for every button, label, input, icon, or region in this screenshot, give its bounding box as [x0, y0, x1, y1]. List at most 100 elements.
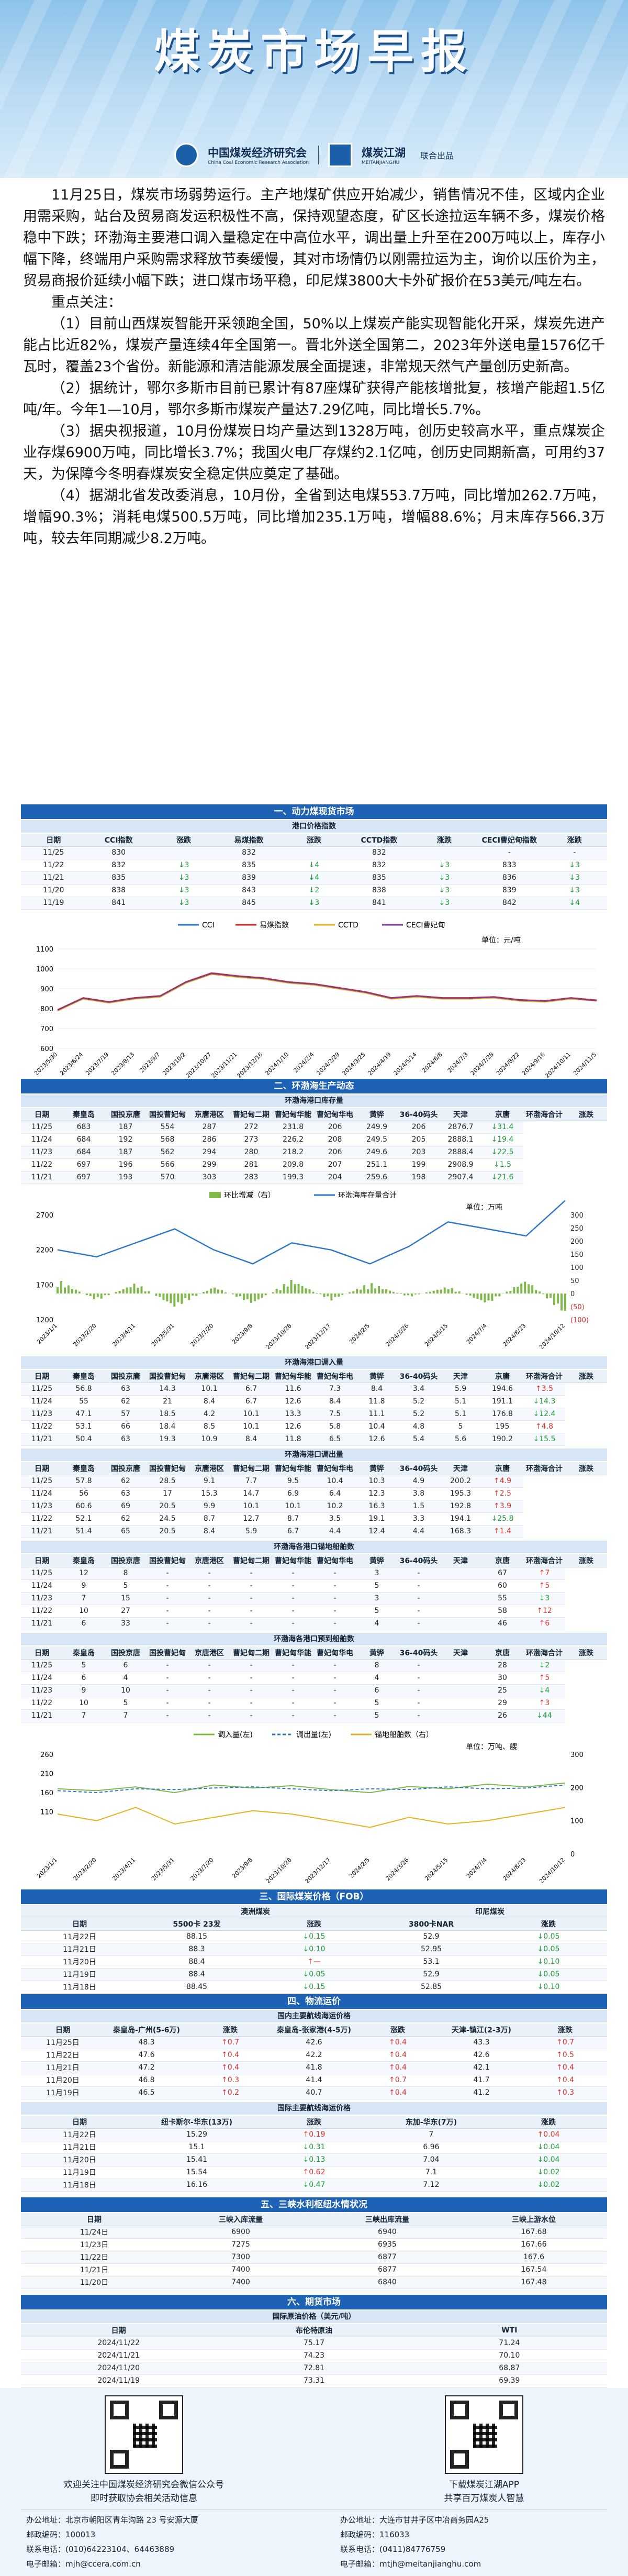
row-date: 11/21 — [21, 871, 86, 885]
table-row: 11/23 47.1 57 18.5 4.2 10.1 13.3 7.5 11.1 5.2 5.1 1… — [21, 1408, 607, 1421]
table-cell: 835 — [346, 871, 412, 885]
table-cell: 7 — [63, 1709, 105, 1722]
y-tick-label: 1100 — [36, 946, 53, 954]
x-tick-label: 2024/8/22 — [495, 1051, 521, 1077]
table-cell: - — [147, 1659, 188, 1672]
table-cell: - — [272, 1697, 314, 1710]
table-cell: 4.4 — [398, 1525, 440, 1538]
table-cell: - — [272, 1672, 314, 1685]
table-cell: - — [230, 1567, 272, 1580]
change-bar — [181, 1293, 183, 1304]
wechat-qr-code-icon[interactable] — [105, 2395, 183, 2474]
table-cell: - — [542, 846, 607, 859]
column-header: 涨跌 — [255, 2116, 373, 2129]
table-cell: 10.2 — [314, 1500, 356, 1513]
mtjh-email[interactable]: 电子邮箱：mtjh@meitanjianghu.com — [340, 2559, 481, 2569]
change-bar — [225, 1292, 227, 1293]
table-cell: 47.6 — [105, 2049, 188, 2062]
change-bar — [520, 1283, 523, 1293]
change-bar — [137, 1288, 139, 1293]
table-cell: - — [272, 1592, 314, 1605]
table-cell: - — [398, 1592, 440, 1605]
table-cell: 10.1 — [230, 1500, 272, 1513]
table-row: 11月22日 88.15 ↓0.15 52.9 ↓0.05 — [21, 1930, 607, 1943]
table-cell: ↑— — [255, 1955, 373, 1969]
table-cell: 176.8 — [481, 1408, 523, 1421]
table-row: 11/22 832 ↓3 835 ↓4 832 ↓3 833 ↓3 — [21, 859, 607, 872]
table-group-header: 澳洲煤炭 印尼煤炭 — [21, 1905, 607, 1918]
table-cell: ↓0.15 — [255, 1981, 373, 1994]
table-cell: 20.5 — [147, 1525, 188, 1538]
table-cell: 9.9 — [188, 1500, 230, 1513]
row-date: 11/25 — [21, 1567, 63, 1580]
y2-tick-label: 150 — [570, 1251, 584, 1259]
table-cell: 249.5 — [356, 1133, 398, 1146]
table-cell: 43.3 — [440, 2036, 523, 2049]
table-cell: 6940 — [314, 2226, 461, 2239]
change-bar — [371, 1283, 373, 1293]
change-bar — [363, 1285, 366, 1293]
table-cell: 287 — [188, 1121, 230, 1134]
row-date: 11/21 — [21, 1709, 63, 1722]
column-header: 日期 — [21, 834, 86, 847]
column-header: 日期 — [21, 1646, 63, 1660]
table-row: 11/22 10 5- - - - -5-29 ↑3 — [21, 1697, 607, 1710]
table-cell: - — [272, 1709, 314, 1722]
table-cell: - — [398, 1605, 440, 1618]
y-tick-label: 800 — [40, 1005, 53, 1013]
table-cell: 73.31 — [216, 2374, 412, 2387]
table-cell: 6877 — [314, 2263, 461, 2276]
x-tick-label: 2024/11/5 — [572, 1051, 598, 1077]
table-cell: 4.8 — [398, 1420, 440, 1433]
table-cell: ↓0.15 — [255, 1930, 373, 1943]
table-row: 11/24 6 4- - - - -4-30 ↑5 — [21, 1672, 607, 1685]
table-header-row: 日期 秦皇岛 国投京唐 国投曹妃甸 京唐港区 曹妃甸二期 曹妃甸华能 曹妃甸华电 黄骅 36-40… — [21, 1108, 607, 1121]
table-cell: 15 — [105, 1592, 147, 1605]
table-cell: ↓0.05 — [490, 1930, 607, 1943]
change-bar — [184, 1293, 187, 1298]
change-bar — [498, 1293, 501, 1297]
table-cell: 249.6 — [356, 1146, 398, 1159]
table-cell: 3.4 — [398, 1383, 440, 1396]
app-qr-code-icon[interactable] — [445, 2395, 523, 2474]
qr-finder — [159, 2401, 178, 2419]
focus-item-1: （1）目前山西煤炭智能开采领跑全国，50%以上煤炭产能实现智能化开采，煤炭先进产… — [23, 316, 605, 375]
column-header: 涨跌 — [565, 1108, 607, 1121]
table-cell: 88.4 — [138, 1968, 255, 1981]
table-cell: 29 — [481, 1697, 523, 1710]
table-cell: 10.3 — [356, 1475, 398, 1488]
x-tick-label: 2024/7/4 — [465, 1856, 488, 1880]
stock-line — [57, 1200, 566, 1265]
table-cell: 72.81 — [216, 2362, 412, 2375]
table-cell: 167.54 — [461, 2263, 607, 2276]
row-date: 11/21 — [21, 1171, 63, 1184]
table-cell: 47.1 — [63, 1408, 105, 1421]
table-cell: - — [188, 1567, 230, 1580]
mtjh-phone[interactable]: 联系电话：(0411)84776759 — [340, 2545, 446, 2554]
column-header: 秦皇岛 — [63, 1108, 105, 1121]
column-header: 日期 — [21, 1108, 63, 1121]
ccera-email[interactable]: 电子邮箱：mjh@ccera.com.cn — [26, 2559, 141, 2569]
table-cell: 192 — [105, 1133, 147, 1146]
change-bar — [177, 1293, 180, 1302]
legend-swatch-change — [209, 1192, 221, 1198]
table-cell: - — [188, 1672, 230, 1685]
x-tick-label: 2023/2/20 — [72, 1322, 98, 1348]
row-date: 11/25 — [21, 846, 86, 859]
app-caption-line2: 共享百万煤炭人智慧 — [444, 2493, 524, 2504]
y-tick-label: 1000 — [36, 966, 53, 974]
column-header: 曹妃甸华电 — [314, 1370, 356, 1383]
table-header-row: 日期 秦皇岛 国投京唐 国投曹妃甸 京唐港区 曹妃甸二期 曹妃甸华能 曹妃甸华电 黄骅 36-40… — [21, 1646, 607, 1660]
column-header: 秦皇岛 — [63, 1462, 105, 1475]
change-bar — [301, 1286, 304, 1293]
market-summary: 11月25日，煤炭市场弱势运行。主产地煤矿供应开始减少，销售情况不佳，区域内企业… — [0, 184, 628, 549]
table-cell: ↑0.4 — [188, 2061, 272, 2074]
table-row: 11/23 9 10- - - - -6-25 ↓4 — [21, 1684, 607, 1697]
table-cell — [440, 1697, 481, 1710]
ccera-address: 办公地址：北京市朝阳区青年沟路 23 号安源大厦 — [26, 2515, 198, 2525]
ccera-phone[interactable]: 联系电话：(010)64223104、64463889 — [26, 2545, 175, 2554]
table-cell: 833 — [477, 859, 542, 872]
table-cell: 8.4 — [314, 1395, 356, 1408]
table-cell: 55 — [481, 1592, 523, 1605]
table-cell: 15.54 — [138, 2166, 255, 2179]
